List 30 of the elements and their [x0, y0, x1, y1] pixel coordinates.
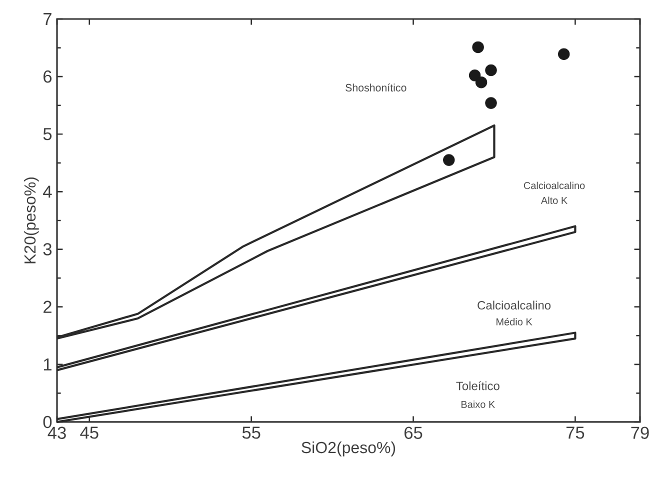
- x-tick-label: 65: [404, 426, 422, 439]
- annotation: Alto K: [540, 196, 568, 204]
- y-tick-label: 4: [43, 186, 52, 198]
- y-tick-label: 1: [44, 358, 52, 370]
- point: [558, 48, 570, 60]
- annotation: Médio K: [496, 318, 532, 326]
- x-tick-label: 79: [631, 426, 649, 439]
- x-tick-label: 45: [80, 426, 98, 439]
- annotation: Toleítico: [456, 381, 500, 390]
- y-tick-label: 7: [44, 13, 52, 25]
- annotation: Baixo K: [462, 400, 496, 408]
- point: [472, 41, 484, 54]
- point: [485, 97, 497, 109]
- y-tick-label: 2: [44, 300, 52, 313]
- y-axis-title: K20(peso%): [24, 177, 39, 264]
- point: [468, 70, 481, 82]
- annotation: Calcioalcalino: [478, 300, 551, 310]
- x-axis-title: SiO2(peso%): [302, 441, 396, 456]
- x-tick-label: 43: [48, 426, 66, 439]
- y-tick-label: 0: [43, 416, 52, 428]
- point: [443, 154, 455, 166]
- y-tick-label: 6: [44, 70, 52, 83]
- point: [475, 76, 488, 88]
- x-tick-label: 75: [566, 426, 584, 439]
- x-tick-label: 55: [242, 426, 260, 439]
- y-tick-label: 3: [43, 243, 52, 256]
- annotation: Calcioalcalino: [524, 182, 585, 190]
- point: [485, 64, 497, 76]
- y-tick-label: 5: [43, 128, 52, 140]
- annotation: Shoshonítico: [346, 84, 406, 92]
